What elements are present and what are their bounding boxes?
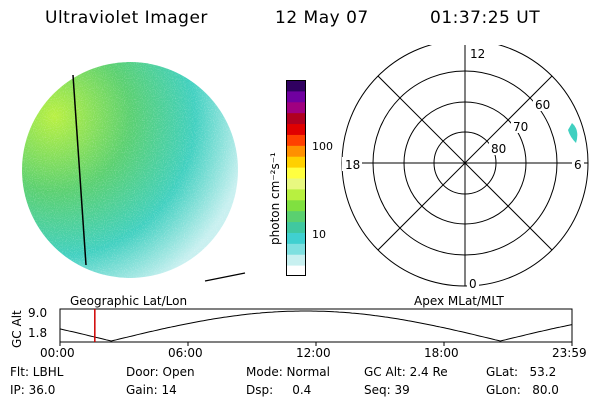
terminator-line [72,74,87,266]
colorbar-band [286,90,306,103]
colorbar [286,80,306,277]
status-dsp: Dsp: 0.4 [246,383,312,397]
colorbar-band [286,188,306,201]
colorbar-band [286,123,306,135]
colorbar-band [286,221,306,233]
colorbar-band [286,178,306,190]
orbit-xtick-0600: 06:00 [168,346,203,360]
orbit-ylabel: GC Alt [10,310,24,348]
orbit-xtick-1800: 18:00 [424,346,459,360]
instrument-title: Ultraviolet Imager [45,8,208,28]
colorbar-band [286,243,306,255]
status-ip: IP: 36.0 [10,383,56,397]
colorbar-band [286,265,306,277]
mlt-label-0: 0 [469,277,477,291]
geographic-image [22,62,246,282]
orbit-plot [59,308,573,346]
colorbar-label: photon cm⁻²s⁻¹ [268,152,282,245]
status-glon: GLon: 80.0 [486,383,559,397]
colorbar-band [286,232,306,244]
colorbar-band [286,199,306,212]
geographic-caption: Geographic Lat/Lon [70,294,188,308]
lat-label-60: 60 [535,98,550,112]
colorbar-band [286,167,306,179]
colorbar-band [286,112,306,125]
colorbar-band [286,101,306,114]
aurora-patch [568,123,578,143]
mlt-label-6: 6 [574,158,582,172]
colorbar-tick-100: 100 [312,140,333,153]
status-gc-alt: GC Alt: 2.4 Re [364,365,448,379]
uv-speckle [22,62,238,278]
lat-label-70: 70 [513,120,528,134]
status-mode: Mode: Normal [246,365,330,379]
status-seq: Seq: 39 [364,383,410,397]
orbit-altitude-curve [59,310,573,342]
orbit-ytick-high: 9.0 [28,306,48,320]
orbit-xtick-2359: 23:59 [552,346,587,360]
colorbar-band [286,254,306,266]
orbit-ytick-low: 1.8 [28,326,48,340]
limb-marker [204,272,246,282]
image-date: 12 May 07 [275,8,369,28]
orbit-xtick-0000: 00:00 [40,346,75,360]
polar-grid: 12 18 6 0 60 70 80 [341,45,589,291]
mlt-label-18: 18 [345,158,360,172]
colorbar-band [286,210,306,223]
colorbar-band [286,156,306,168]
colorbar-gradient [286,80,306,277]
status-filter: Flt: LBHL [10,365,64,379]
mlt-label-12: 12 [470,47,485,61]
lat-label-80: 80 [491,142,506,156]
colorbar-band [286,145,306,157]
apex-caption: Apex MLat/MLT [414,294,504,308]
orbit-xtick-1200: 12:00 [296,346,331,360]
colorbar-band [286,80,306,92]
colorbar-band [286,134,306,146]
status-gain: Gain: 14 [126,383,177,397]
status-door: Door: Open [126,365,195,379]
image-time: 01:37:25 UT [430,8,541,28]
status-glat: GLat: 53.2 [486,365,557,379]
colorbar-tick-10: 10 [312,228,326,241]
